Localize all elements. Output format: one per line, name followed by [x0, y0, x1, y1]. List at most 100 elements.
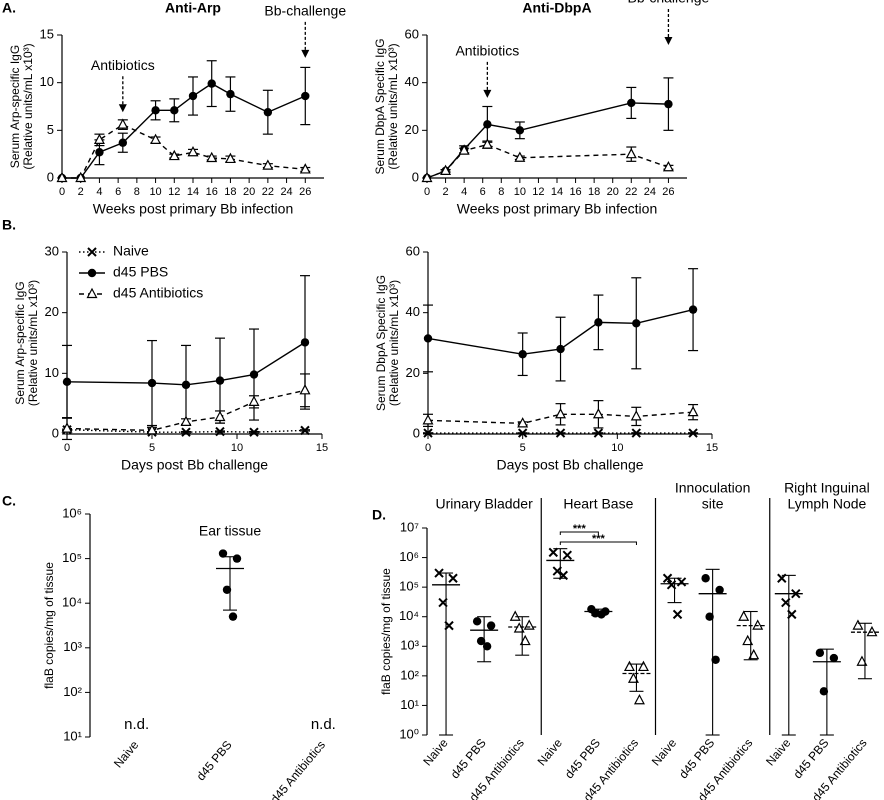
marker — [548, 547, 558, 558]
marker — [752, 619, 764, 630]
x-tick-label: 26 — [662, 186, 674, 198]
y-axis-label: (Relative units/mL x10³) — [386, 43, 400, 169]
marker — [631, 428, 641, 438]
marker — [448, 573, 458, 583]
x-tick-label: 20 — [607, 186, 619, 198]
marker — [523, 619, 535, 630]
x-tick-label: 4 — [461, 186, 467, 198]
chart-title: Anti-DbpA — [522, 0, 591, 16]
group-title: site — [702, 496, 724, 512]
marker — [215, 376, 225, 385]
x-tick-label: 10 — [514, 186, 526, 198]
y-tick-label: 40 — [405, 74, 419, 89]
panel-label: B. — [2, 217, 16, 233]
marker — [224, 152, 236, 164]
y-tick-label: 60 — [405, 26, 419, 41]
marker — [421, 171, 433, 183]
x-tick-label: Naive — [420, 736, 451, 769]
marker — [146, 424, 158, 435]
legend-marker — [86, 287, 98, 299]
x-tick-label: 8 — [498, 186, 504, 198]
marker — [688, 305, 698, 314]
x-tick-label: 18 — [224, 186, 236, 198]
x-axis-label: Days post Bb challenge — [496, 457, 643, 473]
y-tick-label: 10² — [400, 667, 419, 682]
arrow-head — [118, 104, 127, 113]
marker — [517, 417, 529, 428]
marker — [423, 334, 433, 343]
y-axis-label: Serum DbpA Specific IgG — [374, 275, 388, 411]
marker — [555, 408, 567, 419]
marker — [481, 138, 493, 149]
x-tick-label: 24 — [280, 186, 292, 198]
significance-label: *** — [592, 533, 606, 545]
x-tick-label: 0 — [425, 442, 431, 454]
series-line — [66, 341, 306, 386]
marker — [688, 428, 698, 438]
x-tick-label: 15 — [316, 442, 328, 454]
marker — [483, 120, 492, 129]
marker — [633, 693, 645, 705]
marker — [738, 610, 750, 621]
marker — [627, 672, 639, 683]
significance-bracket — [559, 541, 637, 545]
x-tick-label: 5 — [149, 442, 155, 454]
legend-label: Naive — [113, 243, 149, 259]
marker — [232, 554, 242, 563]
x-tick-label: 2 — [443, 186, 449, 198]
marker — [486, 621, 496, 630]
x-tick-label: 22 — [625, 186, 637, 198]
y-axis-label: Serum DbpA Specific IgG — [373, 38, 387, 174]
y-tick-label: 20 — [405, 122, 419, 137]
marker — [519, 634, 531, 646]
marker — [482, 642, 492, 651]
marker — [93, 133, 105, 144]
marker — [263, 108, 273, 117]
annotation: Antibiotics — [455, 43, 519, 59]
y-tick-label: 10² — [63, 684, 82, 699]
y-tick-label: 0 — [52, 425, 59, 440]
x-tick-label: 4 — [96, 186, 102, 198]
x-tick-label: 10 — [149, 186, 161, 198]
group-title: Heart Base — [563, 496, 633, 512]
marker — [852, 619, 864, 630]
x-axis-label: Days post Bb challenge — [121, 457, 268, 473]
series-line — [66, 429, 306, 433]
panel-label: A. — [2, 0, 16, 16]
y-tick-label: 0 — [413, 425, 420, 440]
y-tick-label: 10³ — [63, 639, 82, 654]
marker — [95, 148, 104, 157]
x-tick-label: 12 — [532, 186, 544, 198]
marker — [625, 147, 637, 159]
marker — [214, 410, 226, 422]
x-tick-label: 8 — [134, 186, 140, 198]
marker — [215, 426, 225, 437]
marker — [562, 550, 572, 560]
marker — [299, 384, 311, 395]
marker — [815, 648, 825, 658]
marker — [440, 164, 452, 175]
marker — [555, 428, 566, 438]
marker — [301, 91, 310, 101]
marker — [715, 585, 724, 595]
y-axis-label: (Relative units/mL x10³) — [26, 280, 40, 406]
y-axis-label: (Relative units/mL x10³) — [387, 280, 401, 406]
x-tick-label: 16 — [206, 186, 218, 198]
marker — [517, 428, 528, 438]
marker — [711, 655, 720, 664]
series-line — [66, 389, 306, 432]
marker — [300, 338, 310, 347]
group-title: Innoculation — [675, 480, 751, 496]
marker — [630, 410, 642, 421]
marker — [62, 377, 72, 387]
marker — [515, 126, 525, 135]
series-line — [427, 308, 694, 355]
marker — [472, 617, 482, 626]
marker — [701, 574, 710, 583]
category-note: n.d. — [124, 716, 149, 733]
marker — [593, 428, 604, 438]
y-tick-label: 0 — [412, 169, 419, 184]
marker — [228, 612, 238, 621]
x-tick-label: 6 — [480, 186, 486, 198]
